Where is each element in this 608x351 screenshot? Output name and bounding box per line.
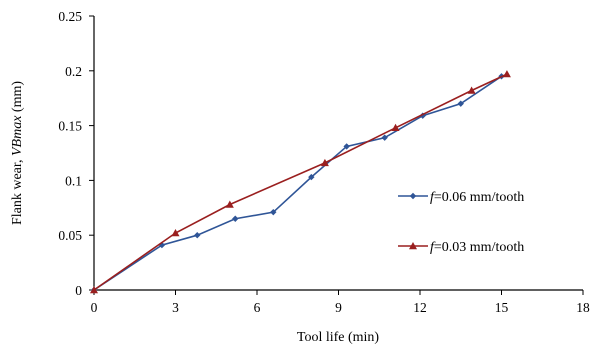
legend-item-1: f=0.06 mm/tooth [398, 190, 524, 205]
series-1-point [270, 208, 277, 216]
y-axis-title-prefix: Flank wear, [10, 156, 25, 225]
y-tick-label: 0.15 [58, 119, 82, 134]
y-tick-label: 0.1 [65, 173, 82, 188]
series-2-point [320, 158, 329, 167]
plot-area [90, 70, 511, 294]
series-2-point [391, 123, 400, 131]
series-1-point [457, 100, 464, 107]
legend-item-2: f=0.03 mm/tooth [398, 240, 524, 255]
series-1-point [232, 215, 239, 222]
legend-label: f=0.03 mm/tooth [430, 240, 524, 255]
x-tick-label: 12 [413, 300, 427, 315]
legend-marker [409, 192, 417, 200]
series-2-point [467, 86, 476, 94]
series-2-line [93, 73, 508, 291]
x-tick-label: 0 [91, 300, 98, 315]
x-tick-label: 9 [335, 300, 342, 315]
y-axis-title: Flank wear, VBmax (mm) [10, 81, 25, 225]
x-tick-label: 6 [254, 300, 261, 315]
y-tick-label: 0.05 [58, 228, 82, 243]
series-1-point [381, 134, 388, 141]
series-2 [90, 70, 511, 294]
legend-marker [409, 242, 417, 250]
legend-label: f=0.06 mm/tooth [430, 190, 524, 205]
y-axis-title-suffix: (mm) [10, 81, 25, 116]
y-tick-label: 0 [75, 283, 82, 298]
series-2-point [225, 200, 234, 208]
x-tick-label: 18 [576, 300, 590, 315]
series-2-point [90, 286, 98, 294]
y-axis-title-variable: VBmax [10, 115, 25, 156]
x-axis-ticks: 0 3 6 9 12 15 18 [91, 290, 590, 315]
series-1-line [93, 75, 502, 291]
series-2-point [171, 229, 180, 237]
legend: f=0.06 mm/tooth f=0.03 mm/tooth [398, 190, 524, 255]
series-1 [90, 73, 505, 294]
y-tick-label: 0.25 [58, 9, 82, 24]
series-1-point [194, 232, 201, 239]
series-2-point [502, 70, 511, 78]
series-1-point [343, 143, 350, 150]
y-tick-label: 0.2 [65, 64, 82, 79]
x-tick-label: 15 [495, 300, 509, 315]
x-axis-title: Tool life (min) [297, 330, 380, 345]
series-1-point [308, 173, 315, 181]
y-axis-ticks: 0 0.05 0.1 0.15 0.2 0.25 [58, 9, 94, 298]
x-tick-label: 3 [172, 300, 179, 315]
